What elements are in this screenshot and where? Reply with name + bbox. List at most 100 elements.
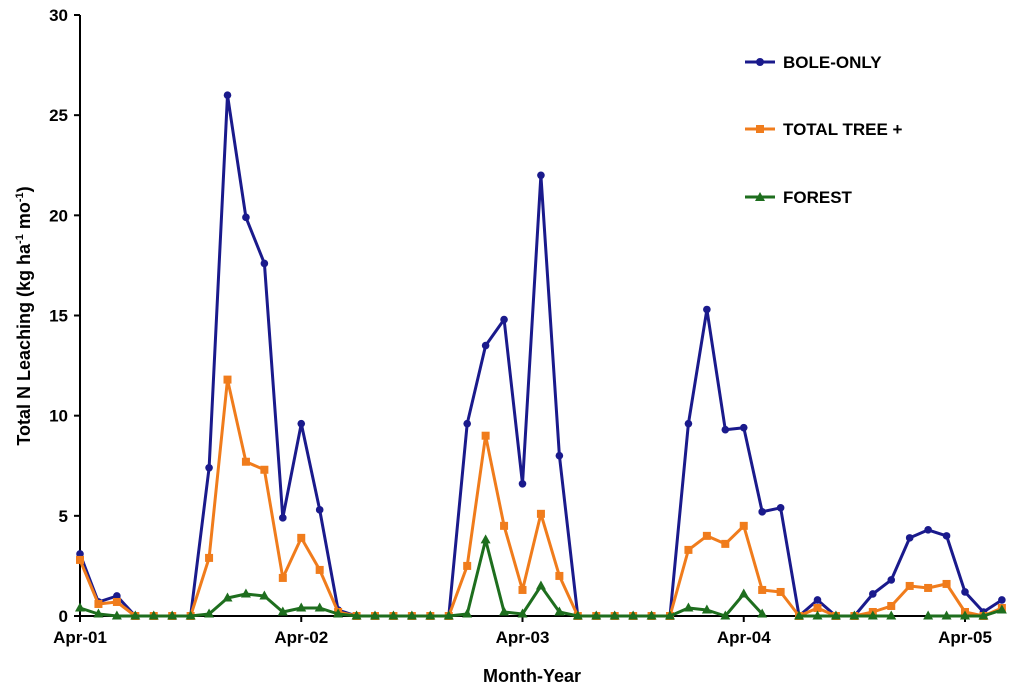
- data-point-bole-only: [555, 451, 564, 460]
- legend-entry-forest: FOREST: [745, 188, 853, 207]
- data-point-total-tree: [776, 587, 785, 596]
- data-point-bole-only: [315, 506, 324, 514]
- y-tick-label: 25: [49, 106, 68, 125]
- data-point-total-tree: [555, 571, 564, 580]
- data-point-bole-only: [776, 504, 785, 512]
- data-point-bole-only: [223, 91, 232, 99]
- data-point-total-tree: [500, 521, 509, 530]
- data-point-bole-only: [924, 526, 932, 534]
- series-bole-only: [76, 91, 1006, 620]
- data-point-forest: [204, 608, 215, 618]
- data-point-forest: [425, 610, 436, 620]
- data-point-total-tree: [241, 457, 250, 466]
- data-point-total-tree: [463, 561, 472, 570]
- data-point-total-tree: [739, 521, 748, 530]
- data-point-forest: [259, 590, 270, 600]
- data-point-bole-only: [869, 590, 877, 598]
- data-point-total-tree: [315, 565, 324, 574]
- data-point-total-tree: [721, 539, 730, 548]
- data-point-forest: [738, 588, 749, 598]
- data-point-bole-only: [942, 532, 951, 540]
- y-tick-label: 10: [49, 407, 68, 426]
- data-point-forest: [923, 610, 934, 620]
- data-point-bole-only: [76, 550, 84, 558]
- y-axis-title-mid: mo: [14, 202, 34, 234]
- x-tick-label: Apr-05: [938, 628, 992, 647]
- data-point-forest: [148, 610, 159, 620]
- data-point-forest: [591, 610, 602, 620]
- x-tick-label: Apr-04: [717, 628, 771, 647]
- data-point-forest: [296, 602, 307, 612]
- data-point-bole-only: [537, 171, 545, 180]
- data-point-forest: [849, 610, 860, 620]
- data-point-forest: [222, 592, 233, 602]
- y-tick-label: 5: [59, 507, 68, 526]
- x-axis-title: Month-Year: [483, 666, 581, 686]
- data-point-total-tree: [297, 533, 306, 542]
- data-point-total-tree: [942, 579, 951, 588]
- data-point-bole-only: [758, 508, 766, 516]
- data-point-total-tree: [536, 509, 545, 518]
- data-point-forest: [499, 606, 510, 616]
- data-point-forest: [535, 580, 546, 590]
- data-point-forest: [886, 610, 897, 620]
- legend-marker-forest: [755, 192, 765, 201]
- legend: BOLE-ONLY TOTAL TREE + FOREST: [745, 53, 903, 207]
- data-point-bole-only: [998, 596, 1006, 604]
- data-point-forest: [443, 610, 454, 620]
- y-tick-label: 30: [49, 6, 68, 25]
- y-axis-ticks: 0 5 10 15 20 25 30: [49, 6, 80, 626]
- data-point-forest: [277, 606, 288, 616]
- legend-label-total-tree: TOTAL TREE +: [783, 120, 903, 139]
- y-tick-label: 0: [59, 607, 68, 626]
- series-forest: [75, 534, 1007, 620]
- data-point-forest: [388, 610, 399, 620]
- data-point-forest: [406, 610, 417, 620]
- y-tick-label: 15: [49, 307, 68, 326]
- data-point-forest: [757, 608, 768, 618]
- data-point-bole-only: [703, 305, 711, 314]
- data-point-bole-only: [961, 588, 969, 596]
- legend-label-forest: FOREST: [783, 188, 853, 207]
- data-point-bole-only: [205, 463, 213, 472]
- legend-label-bole-only: BOLE-ONLY: [783, 53, 882, 72]
- series-layer: [75, 91, 1007, 620]
- data-point-forest: [480, 534, 491, 544]
- data-point-forest: [93, 608, 104, 618]
- data-point-forest: [683, 602, 694, 612]
- data-point-forest: [646, 610, 657, 620]
- data-point-total-tree: [76, 555, 84, 564]
- y-axis-title-end: ): [14, 186, 34, 192]
- data-point-forest: [351, 610, 362, 620]
- data-point-total-tree: [758, 585, 767, 594]
- data-point-forest: [867, 610, 878, 620]
- data-point-forest: [185, 610, 196, 620]
- data-point-forest: [111, 610, 122, 620]
- data-point-total-tree: [702, 531, 711, 540]
- y-axis-title-main: Total N Leaching (kg ha: [14, 243, 34, 446]
- data-point-bole-only: [684, 419, 693, 428]
- data-point-forest: [720, 610, 731, 620]
- data-point-forest: [665, 610, 675, 620]
- data-point-bole-only: [905, 534, 914, 542]
- data-point-bole-only: [463, 419, 471, 428]
- data-point-bole-only: [500, 315, 508, 324]
- data-point-forest: [462, 608, 473, 618]
- data-point-bole-only: [721, 425, 730, 434]
- legend-entry-total-tree: TOTAL TREE +: [745, 120, 903, 139]
- data-point-total-tree: [205, 553, 214, 562]
- data-point-total-tree: [112, 597, 121, 606]
- data-point-bole-only: [887, 576, 896, 584]
- data-point-forest: [554, 606, 565, 616]
- data-point-forest: [333, 608, 344, 618]
- data-point-forest: [830, 610, 841, 620]
- data-point-bole-only: [297, 419, 306, 428]
- data-point-forest: [314, 602, 325, 612]
- data-point-forest: [75, 602, 85, 612]
- data-point-forest: [794, 610, 805, 620]
- data-point-forest: [701, 604, 712, 614]
- data-point-bole-only: [260, 259, 269, 268]
- data-point-forest: [628, 610, 639, 620]
- data-point-bole-only: [518, 479, 527, 488]
- data-point-bole-only: [739, 423, 748, 432]
